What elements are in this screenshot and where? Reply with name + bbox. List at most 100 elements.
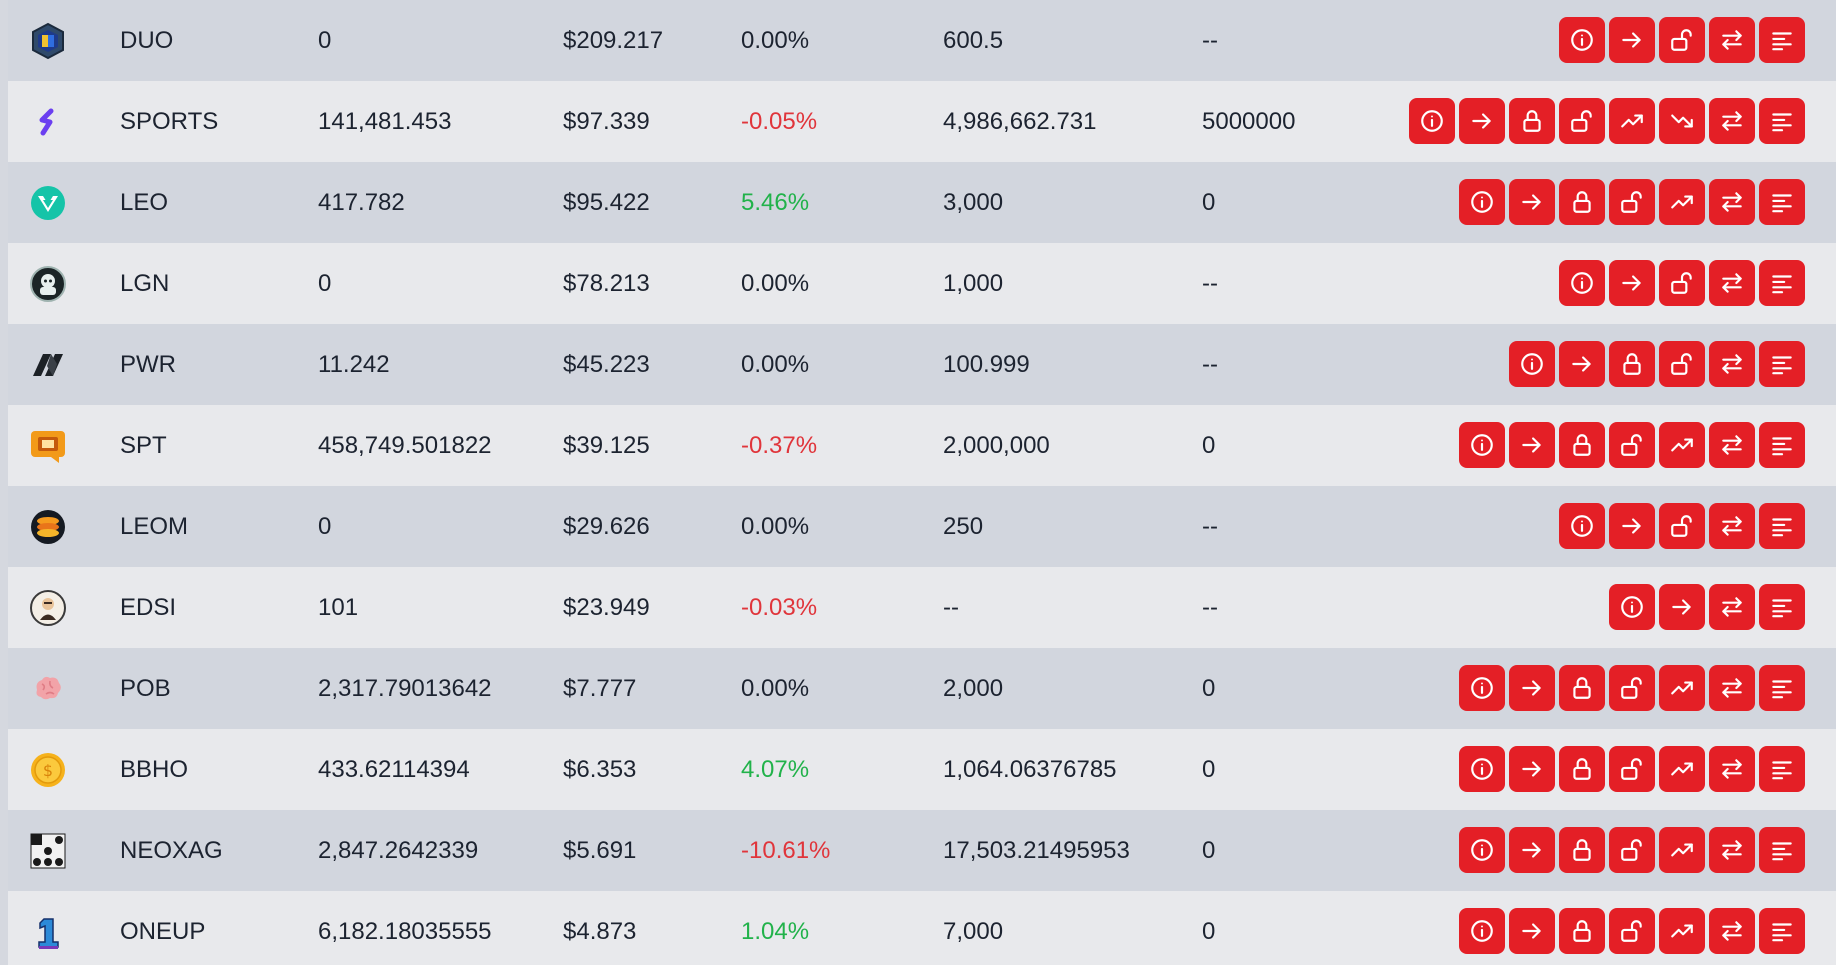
token-symbol[interactable]: POB [120,675,171,702]
menu-button[interactable] [1759,179,1805,225]
token-symbol[interactable]: ONEUP [120,918,206,945]
unstake-button[interactable] [1609,422,1655,468]
menu-button[interactable] [1759,827,1805,873]
menu-button[interactable] [1759,746,1805,792]
info-button[interactable] [1409,98,1455,144]
stake-button[interactable] [1609,341,1655,387]
token-change: 0.00% [741,351,810,378]
swap-button[interactable] [1709,341,1755,387]
menu-button[interactable] [1759,17,1805,63]
token-symbol[interactable]: LGN [120,270,170,297]
delegate-button[interactable] [1659,746,1705,792]
menu-button[interactable] [1759,422,1805,468]
menu-button[interactable] [1759,908,1805,954]
token-symbol[interactable]: DUO [120,27,174,54]
token-symbol[interactable]: LEO [120,189,169,216]
duo-icon [29,22,67,60]
info-button[interactable] [1459,179,1505,225]
token-symbol[interactable]: BBHO [120,756,189,783]
transfer-button[interactable] [1509,908,1555,954]
info-button[interactable] [1459,827,1505,873]
undelegate-button[interactable] [1659,98,1705,144]
unstake-button[interactable] [1609,827,1655,873]
token-symbol[interactable]: NEOXAG [120,837,223,864]
token-symbol[interactable]: PWR [120,351,176,378]
token-symbol[interactable]: SPORTS [120,108,219,135]
unstake-button[interactable] [1659,260,1705,306]
swap-button[interactable] [1709,98,1755,144]
menu-button[interactable] [1759,665,1805,711]
lock-icon [1569,837,1595,863]
info-button[interactable] [1459,665,1505,711]
arrow-right-icon [1619,27,1645,53]
swap-button[interactable] [1709,260,1755,306]
info-button[interactable] [1559,503,1605,549]
delegate-button[interactable] [1659,179,1705,225]
delegate-button[interactable] [1659,665,1705,711]
token-symbol[interactable]: EDSI [120,594,177,621]
stake-button[interactable] [1559,179,1605,225]
action-buttons [1559,260,1805,306]
swap-button[interactable] [1709,503,1755,549]
menu-button[interactable] [1759,98,1805,144]
menu-button[interactable] [1759,341,1805,387]
swap-button[interactable] [1709,827,1755,873]
swap-button[interactable] [1709,17,1755,63]
transfer-button[interactable] [1509,827,1555,873]
token-stake: 3,000 [943,189,1004,216]
unstake-button[interactable] [1609,665,1655,711]
transfer-button[interactable] [1509,422,1555,468]
swap-button[interactable] [1709,665,1755,711]
unstake-button[interactable] [1659,341,1705,387]
transfer-button[interactable] [1609,17,1655,63]
pob-icon [29,670,67,708]
unstake-button[interactable] [1559,98,1605,144]
stake-button[interactable] [1559,908,1605,954]
delegate-button[interactable] [1659,422,1705,468]
info-button[interactable] [1459,422,1505,468]
delegate-button[interactable] [1659,827,1705,873]
info-button[interactable] [1509,341,1555,387]
stake-button[interactable] [1559,422,1605,468]
token-symbol[interactable]: SPT [120,432,167,459]
transfer-button[interactable] [1609,260,1655,306]
swap-button[interactable] [1709,584,1755,630]
info-button[interactable] [1559,17,1605,63]
neoxag-icon [29,832,67,870]
swap-button[interactable] [1709,179,1755,225]
stake-button[interactable] [1559,827,1605,873]
transfer-button[interactable] [1659,584,1705,630]
stake-button[interactable] [1559,746,1605,792]
leo-icon [29,184,67,222]
swap-button[interactable] [1709,746,1755,792]
stake-button[interactable] [1509,98,1555,144]
transfer-button[interactable] [1509,746,1555,792]
menu-button[interactable] [1759,503,1805,549]
unstake-button[interactable] [1609,908,1655,954]
unstake-button[interactable] [1609,746,1655,792]
transfer-button[interactable] [1459,98,1505,144]
swap-button[interactable] [1709,908,1755,954]
info-button[interactable] [1559,260,1605,306]
menu-lines-icon [1769,189,1795,215]
token-symbol[interactable]: LEOM [120,513,189,540]
info-button[interactable] [1459,908,1505,954]
delegate-button[interactable] [1609,98,1655,144]
info-icon [1569,27,1595,53]
swap-button[interactable] [1709,422,1755,468]
token-delegation: -- [1202,594,1218,621]
transfer-button[interactable] [1559,341,1605,387]
token-price: $209.217 [563,27,664,54]
transfer-button[interactable] [1509,179,1555,225]
unstake-button[interactable] [1659,503,1705,549]
info-button[interactable] [1609,584,1655,630]
stake-button[interactable] [1559,665,1605,711]
unstake-button[interactable] [1659,17,1705,63]
menu-button[interactable] [1759,584,1805,630]
transfer-button[interactable] [1609,503,1655,549]
info-button[interactable] [1459,746,1505,792]
unstake-button[interactable] [1609,179,1655,225]
transfer-button[interactable] [1509,665,1555,711]
menu-button[interactable] [1759,260,1805,306]
delegate-button[interactable] [1659,908,1705,954]
